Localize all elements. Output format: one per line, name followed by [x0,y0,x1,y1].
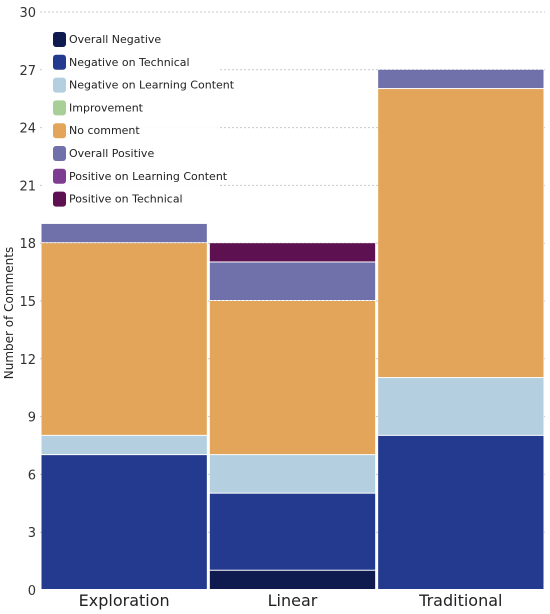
legend-swatch-overall-negative [53,32,66,47]
bars [41,69,544,589]
legend: Overall Negative Negative on Technical Neg… [44,26,235,214]
legend-label: Positive on Technical [69,193,183,206]
y-tick-label: 24 [19,122,36,137]
bar-traditional-overall-positive [378,69,544,89]
y-tick-label: 0 [28,584,36,599]
bar-exploration-no-comment [41,243,207,435]
legend-label: Overall Positive [69,147,154,160]
y-tick-label: 27 [19,64,36,79]
bar-linear-positive-on-technical [209,243,376,262]
legend-label: Overall Negative [69,33,161,46]
legend-label: Negative on Technical [69,56,190,69]
legend-swatch-negative-on-learning-content [53,77,66,93]
legend-swatch-negative-on-technical [53,54,66,70]
legend-swatch-positive-on-learning-content [53,168,66,184]
legend-swatch-positive-on-technical [53,191,66,207]
y-tick-label: 9 [28,411,36,426]
legend-background [44,26,220,214]
bar-traditional-no-comment [378,89,544,378]
legend-label: Negative on Learning Content [69,79,235,92]
y-tick-label: 3 [28,526,36,541]
legend-label: No comment [69,124,140,137]
y-axis-ticks: 0 3 6 9 12 15 18 21 24 27 30 [19,6,36,599]
bar-exploration-negative-on-learning-content [41,435,207,455]
bar-linear-negative-on-learning-content [209,455,376,493]
y-tick-label: 12 [19,353,36,368]
bar-exploration-overall-positive [41,223,207,243]
y-tick-label: 21 [19,179,36,194]
x-axis-ticks: Exploration Linear Traditional [79,591,503,610]
legend-swatch-no-comment [53,123,66,139]
legend-swatch-improvement [53,100,66,116]
bar-linear-overall-positive [209,262,376,300]
legend-label: Improvement [69,101,144,114]
y-tick-label: 18 [19,237,36,252]
bar-linear-overall-negative [209,570,376,589]
legend-swatch-overall-positive [53,146,66,161]
bar-linear-negative-on-technical [209,493,376,570]
bar-traditional-negative-on-learning-content [378,378,544,435]
bar-exploration-negative-on-technical [41,455,207,589]
bar-traditional-negative-on-technical [378,435,544,589]
bar-linear-no-comment [209,301,376,455]
y-tick-label: 15 [19,295,36,310]
legend-label: Positive on Learning Content [69,170,228,183]
y-tick-label: 30 [19,6,36,21]
x-tick-label: Traditional [418,591,502,610]
y-axis-label: Number of Comments [2,247,16,379]
y-tick-label: 6 [28,468,36,483]
x-tick-label: Linear [268,591,318,610]
x-tick-label: Exploration [79,591,170,610]
